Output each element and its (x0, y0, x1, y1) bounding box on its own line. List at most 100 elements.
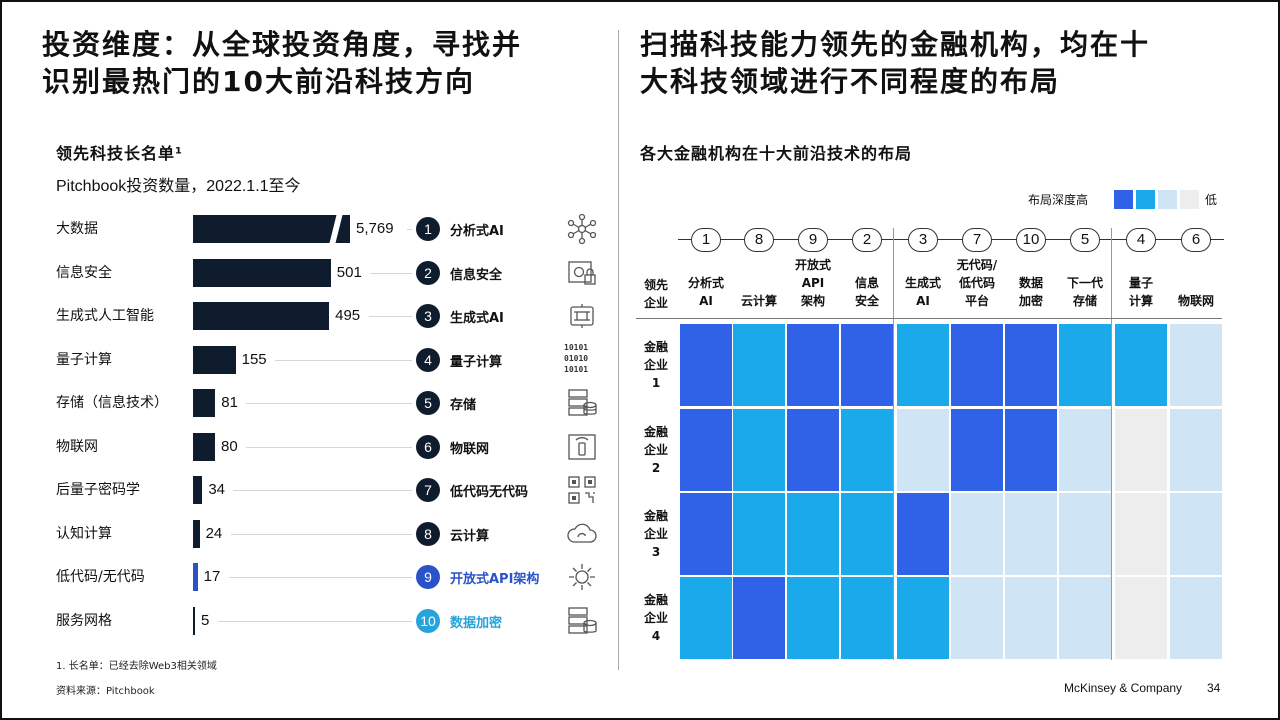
column-divider (618, 30, 619, 670)
legend-low-label: 低 (1205, 193, 1218, 207)
tech-label: 存储 (450, 398, 477, 413)
column-number: 3 (908, 228, 938, 252)
leader-line (233, 490, 412, 491)
heatmap-cell (680, 324, 732, 406)
tech-label: 量子计算 (450, 354, 503, 370)
heatmap-cell (1005, 493, 1057, 575)
value-label: 17 (203, 568, 221, 585)
binary-icon-line: 10101 (564, 342, 589, 352)
heatmap-cell (951, 493, 1003, 575)
iot-device-icon (568, 433, 596, 460)
heatmap-cell (787, 577, 839, 659)
category-label: 后量子密码学 (56, 482, 140, 498)
heatmap-cell (951, 324, 1003, 406)
timeline-line (895, 239, 1113, 240)
storage-icon (568, 389, 597, 416)
tech-label: 开放式API架构 (450, 572, 540, 587)
row-header: 金融 企业 1 (636, 338, 676, 392)
bar (193, 563, 198, 591)
column-header-line: 数据 (1018, 276, 1043, 290)
category-label: 信息安全 (56, 264, 112, 281)
column-header-line: 安全 (854, 294, 879, 308)
column-number: 1 (691, 228, 721, 252)
heatmap-cell (897, 493, 949, 575)
heatmap-cell (841, 493, 893, 575)
heatmap-cell (733, 324, 785, 406)
column-number: 8 (744, 228, 774, 252)
tech-number-badge: 3 (416, 304, 440, 328)
bar (193, 215, 350, 243)
row-header-line: 企业 (643, 611, 668, 625)
column-header: 无代码/低代码 平台 (947, 256, 1007, 310)
heatmap-cell (787, 324, 839, 406)
value-label: 81 (221, 394, 238, 411)
timeline-line (678, 239, 895, 240)
value-label: 34 (208, 481, 226, 498)
heatmap-cell (897, 324, 949, 406)
heatmap-cell (1005, 577, 1057, 659)
tech-number-badge: 2 (416, 260, 440, 285)
cloud-sync-icon (567, 523, 597, 543)
column-header-line: AI (916, 294, 930, 308)
column-header-line: 存储 (1072, 294, 1097, 308)
binary-icon-line: 01010 (564, 353, 589, 363)
legend-swatch (1158, 190, 1177, 209)
heatmap-cell (733, 409, 785, 491)
category-label: 认知计算 (56, 525, 112, 542)
column-header-line: 物联网 (1177, 294, 1214, 308)
bar (193, 258, 331, 287)
heatmap-cell (1170, 493, 1222, 575)
category-label: 物联网 (56, 438, 98, 455)
tech-number-badge: 4 (416, 347, 440, 372)
bar-chart-subtitle: Pitchbook投资数量，2022.1.1至今 (56, 178, 301, 195)
heatmap-cell (733, 493, 785, 575)
row-header-line: 企业 (643, 358, 668, 372)
category-label: 服务网格 (56, 612, 112, 629)
column-header: 量子 计算 (1111, 274, 1171, 310)
row-header-line: 2 (651, 461, 661, 475)
heatmap-cell (680, 409, 732, 491)
row-header-line: 企业 (643, 527, 668, 541)
column-header: 信息 安全 (837, 274, 897, 310)
heatmap-cell (1115, 577, 1167, 659)
timeline-line (1113, 239, 1224, 240)
tech-number-badge: 5 (416, 391, 440, 415)
category-label: 量子计算 (56, 351, 112, 368)
leader-line (230, 533, 412, 535)
group-separator (1111, 228, 1112, 660)
leader-line (217, 620, 412, 622)
category-label: 大数据 (56, 221, 98, 237)
column-header-line: 分析式 (687, 276, 724, 290)
column-header-line: 低代码 (958, 276, 995, 290)
value-label: 5 (201, 611, 210, 629)
bar-chart-title: 领先科技长名单¹ (56, 144, 184, 163)
column-header-line: 加密 (1018, 294, 1043, 308)
leader-line (370, 272, 412, 274)
corner-label-line: 领先 (643, 278, 668, 292)
column-number: 10 (1016, 228, 1046, 252)
column-number: 4 (1126, 228, 1156, 252)
column-header: 物联网 (1166, 292, 1226, 310)
bar (193, 606, 195, 635)
safe-lock-icon (568, 260, 596, 285)
column-header-line: 计算 (1128, 294, 1153, 308)
heatmap-cell (680, 493, 732, 575)
value-label: 5,769 (356, 220, 394, 237)
tech-number-badge: 8 (416, 521, 440, 546)
column-header-line: 云计算 (740, 294, 777, 308)
value-label: 495 (335, 307, 361, 324)
tech-label: 云计算 (450, 528, 490, 544)
column-number: 5 (1070, 228, 1100, 252)
corner-label: 领先 企业 (636, 276, 676, 312)
binary-icon: 10101 01010 10101 (564, 342, 600, 375)
api-gear-icon (569, 564, 595, 590)
row-header-line: 1 (651, 376, 661, 390)
heatmap-cell (733, 577, 785, 659)
heatmap-cell (897, 409, 949, 491)
bar (193, 389, 216, 417)
leader-line (275, 359, 412, 361)
tech-number-badge: 9 (416, 565, 440, 589)
column-number: 7 (962, 228, 992, 252)
left-title: 投资维度：从全球投资角度，寻找并 识别最热门的10大前沿科技方向 (42, 26, 522, 100)
tech-label: 数据加密 (450, 615, 503, 631)
